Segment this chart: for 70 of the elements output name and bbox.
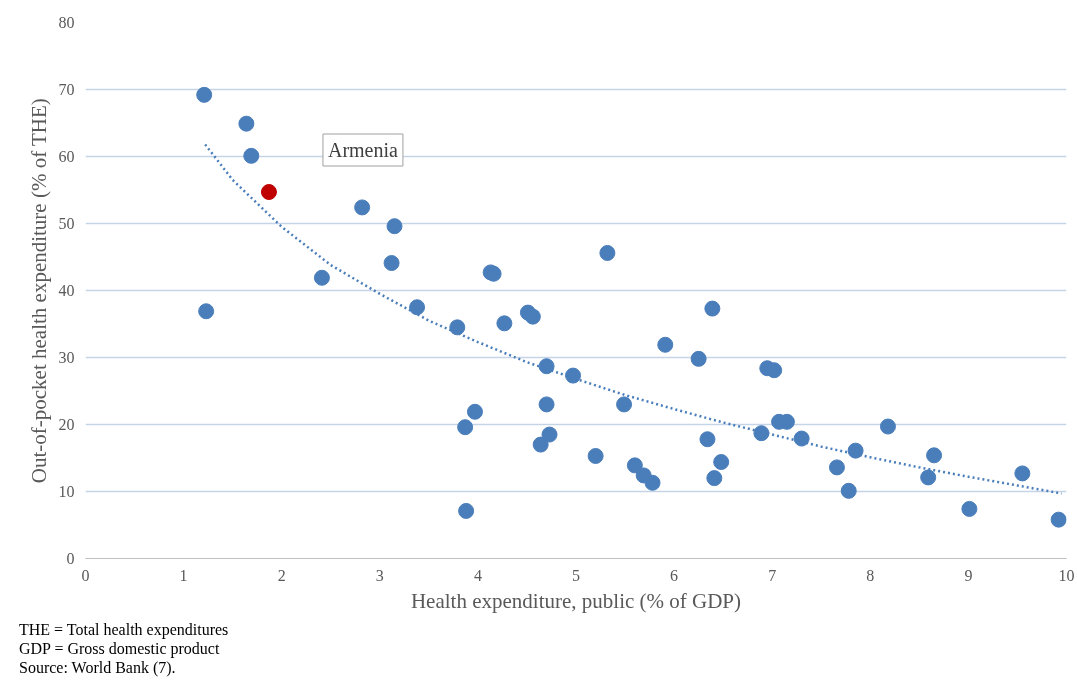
point [524, 308, 541, 325]
point [538, 358, 555, 375]
text: THE = Total health expenditures [19, 620, 229, 639]
point [840, 482, 857, 499]
point [599, 244, 616, 261]
x-axis-title: Health expenditure, public (% of GDP) [410, 588, 742, 613]
x-tick-label: 9 [964, 566, 973, 584]
point [793, 430, 810, 447]
x-tick-label: 3 [375, 566, 384, 584]
point [458, 502, 475, 519]
point [243, 147, 260, 164]
point [704, 300, 721, 317]
y-axis-title: Out-of-pocket health expenditure (% of THE) [26, 98, 51, 484]
point [961, 500, 978, 517]
point [626, 457, 643, 474]
point [386, 218, 403, 235]
point [354, 199, 371, 216]
point [238, 115, 255, 132]
point [196, 86, 213, 103]
point [496, 315, 513, 332]
point [532, 436, 549, 453]
x-tick-label: 1 [179, 566, 188, 584]
point [690, 350, 707, 367]
y-tick-label: 80 [58, 14, 75, 31]
x-tick-label: 7 [768, 566, 777, 584]
point [260, 184, 277, 200]
point [587, 448, 604, 464]
point [706, 470, 723, 487]
point [198, 303, 215, 320]
point [699, 431, 716, 448]
point [538, 396, 555, 413]
x-tick-label: 5 [572, 566, 580, 584]
point [1014, 465, 1031, 482]
x-tick-label: 8 [866, 566, 875, 584]
y-tick-label: 40 [58, 282, 75, 299]
point [828, 459, 845, 476]
x-tick-label: 2 [277, 566, 286, 584]
x-tick-label: 6 [670, 566, 679, 584]
point [409, 299, 426, 316]
point [713, 454, 730, 471]
point [457, 419, 474, 436]
y-tick-label: 60 [58, 148, 75, 165]
x-tick-label: 10 [1058, 566, 1075, 584]
point [313, 269, 330, 286]
point [449, 319, 466, 336]
point [1050, 511, 1067, 528]
point [565, 367, 582, 384]
y-tick-label: 20 [58, 416, 75, 433]
point [920, 469, 937, 486]
line-series [203, 143, 1063, 495]
point [657, 336, 674, 353]
text: Armenia [327, 139, 399, 162]
source-note: Source: World Bank (7). [19, 658, 177, 677]
point [616, 396, 633, 413]
text: GDP = Gross domestic product [19, 639, 221, 658]
y-tick-label: 0 [66, 550, 75, 567]
y-tick-label: 50 [58, 215, 75, 232]
point [847, 442, 864, 459]
x-tick-label: 4 [473, 566, 482, 584]
point [879, 418, 896, 435]
y-tick-label: 30 [58, 349, 75, 366]
point [926, 447, 943, 464]
y-tick-label: 70 [58, 81, 75, 98]
y-tick-label: 10 [58, 483, 75, 500]
point [753, 425, 770, 442]
point [466, 403, 483, 420]
point [541, 426, 558, 443]
x-tick-label: 0 [81, 566, 90, 584]
point [383, 255, 400, 272]
point [644, 474, 661, 491]
